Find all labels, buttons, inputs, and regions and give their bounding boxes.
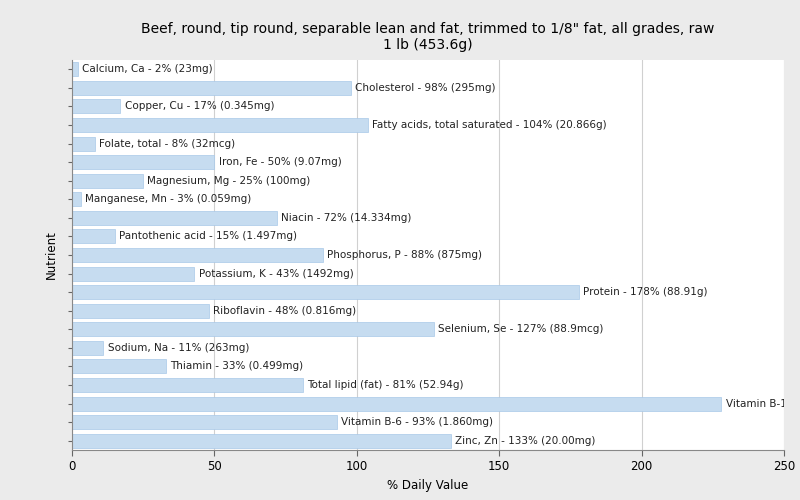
Text: Pantothenic acid - 15% (1.497mg): Pantothenic acid - 15% (1.497mg) (119, 232, 297, 241)
Bar (72, 230, 114, 243)
Bar (72, 62, 78, 76)
Text: Magnesium, Mg - 25% (100mg): Magnesium, Mg - 25% (100mg) (147, 176, 310, 186)
Text: Phosphorus, P - 88% (875mg): Phosphorus, P - 88% (875mg) (327, 250, 482, 260)
Bar (72, 174, 143, 188)
Text: Sodium, Na - 11% (263mg): Sodium, Na - 11% (263mg) (107, 343, 249, 353)
Text: Thiamin - 33% (0.499mg): Thiamin - 33% (0.499mg) (170, 362, 303, 372)
Bar (72, 118, 368, 132)
Text: Calcium, Ca - 2% (23mg): Calcium, Ca - 2% (23mg) (82, 64, 213, 74)
Text: Riboflavin - 48% (0.816mg): Riboflavin - 48% (0.816mg) (213, 306, 356, 316)
Y-axis label: Nutrient: Nutrient (45, 230, 58, 280)
Bar (72, 100, 121, 114)
Text: Cholesterol - 98% (295mg): Cholesterol - 98% (295mg) (355, 83, 496, 93)
Text: Iron, Fe - 50% (9.07mg): Iron, Fe - 50% (9.07mg) (218, 157, 342, 167)
Bar (72, 81, 351, 95)
X-axis label: % Daily Value: % Daily Value (387, 479, 469, 492)
Bar (72, 396, 722, 410)
Text: Total lipid (fat) - 81% (52.94g): Total lipid (fat) - 81% (52.94g) (307, 380, 463, 390)
Text: Fatty acids, total saturated - 104% (20.866g): Fatty acids, total saturated - 104% (20.… (373, 120, 607, 130)
Bar (72, 322, 434, 336)
Text: Selenium, Se - 127% (88.9mcg): Selenium, Se - 127% (88.9mcg) (438, 324, 603, 334)
Text: Copper, Cu - 17% (0.345mg): Copper, Cu - 17% (0.345mg) (125, 102, 274, 112)
Bar (72, 266, 194, 280)
Text: Manganese, Mn - 3% (0.059mg): Manganese, Mn - 3% (0.059mg) (85, 194, 251, 204)
Bar (72, 136, 94, 150)
Bar (72, 434, 450, 448)
Bar (72, 155, 214, 169)
Bar (72, 304, 209, 318)
Text: Folate, total - 8% (32mcg): Folate, total - 8% (32mcg) (99, 138, 235, 148)
Bar (72, 415, 337, 429)
Text: Vitamin B-12 - 228% (13.65mcg): Vitamin B-12 - 228% (13.65mcg) (726, 398, 800, 408)
Text: Zinc, Zn - 133% (20.00mg): Zinc, Zn - 133% (20.00mg) (455, 436, 595, 446)
Bar (72, 211, 277, 225)
Bar (72, 192, 81, 206)
Title: Beef, round, tip round, separable lean and fat, trimmed to 1/8" fat, all grades,: Beef, round, tip round, separable lean a… (142, 22, 714, 52)
Text: Protein - 178% (88.91g): Protein - 178% (88.91g) (583, 287, 708, 297)
Bar (72, 285, 579, 299)
Text: Vitamin B-6 - 93% (1.860mg): Vitamin B-6 - 93% (1.860mg) (341, 417, 493, 427)
Text: Niacin - 72% (14.334mg): Niacin - 72% (14.334mg) (282, 213, 412, 223)
Bar (72, 248, 322, 262)
Bar (72, 341, 103, 355)
Bar (72, 360, 166, 374)
Text: Potassium, K - 43% (1492mg): Potassium, K - 43% (1492mg) (198, 268, 354, 278)
Bar (72, 378, 302, 392)
